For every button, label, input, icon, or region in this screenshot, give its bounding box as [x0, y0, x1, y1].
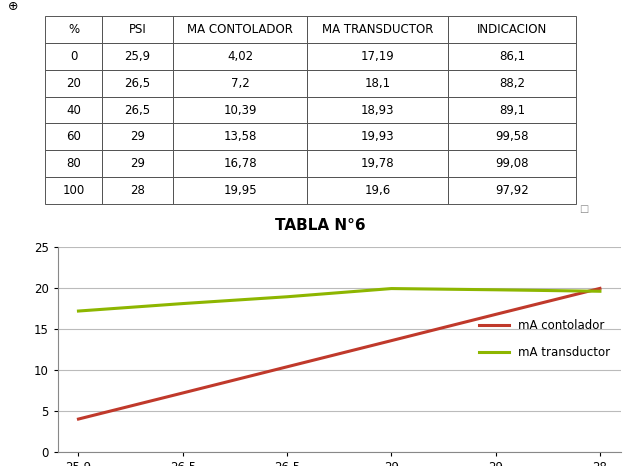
Bar [102, 70, 173, 97]
Text: 86,1: 86,1 [499, 50, 525, 63]
Text: 18,1: 18,1 [365, 77, 390, 90]
Bar [102, 43, 173, 70]
Bar [45, 70, 102, 97]
Text: 19,95: 19,95 [223, 184, 257, 197]
Bar [45, 16, 102, 43]
Bar [307, 70, 448, 97]
Text: PSI: PSI [129, 23, 147, 36]
Bar [45, 43, 102, 70]
Text: 40: 40 [66, 103, 81, 116]
Bar [102, 97, 173, 123]
Bar [173, 97, 307, 123]
Text: 60: 60 [66, 130, 81, 144]
Text: □: □ [579, 204, 588, 214]
Bar [448, 97, 576, 123]
Text: TABLA N°6: TABLA N°6 [275, 218, 365, 233]
Text: ⊕: ⊕ [8, 0, 18, 14]
Bar [448, 150, 576, 177]
Bar [307, 150, 448, 177]
Text: MA TRANSDUCTOR: MA TRANSDUCTOR [322, 23, 433, 36]
Bar [102, 16, 173, 43]
Text: 19,93: 19,93 [361, 130, 394, 144]
Bar [307, 16, 448, 43]
Text: 89,1: 89,1 [499, 103, 525, 116]
Text: 99,08: 99,08 [495, 157, 529, 170]
Text: 7,2: 7,2 [230, 77, 250, 90]
Bar [102, 150, 173, 177]
Bar [102, 177, 173, 204]
Text: 13,58: 13,58 [223, 130, 257, 144]
Bar [307, 123, 448, 150]
Bar [45, 97, 102, 123]
Text: 18,93: 18,93 [361, 103, 394, 116]
Text: 10,39: 10,39 [223, 103, 257, 116]
Bar [448, 43, 576, 70]
Bar [173, 150, 307, 177]
Text: 4,02: 4,02 [227, 50, 253, 63]
Text: MA CONTOLADOR: MA CONTOLADOR [187, 23, 293, 36]
Text: 28: 28 [130, 184, 145, 197]
Legend: mA contolador, mA transductor: mA contolador, mA transductor [474, 315, 615, 364]
Bar [307, 177, 448, 204]
Text: 100: 100 [63, 184, 84, 197]
Text: INDICACION: INDICACION [477, 23, 547, 36]
Text: 26,5: 26,5 [125, 77, 150, 90]
Text: 80: 80 [66, 157, 81, 170]
Text: 19,6: 19,6 [364, 184, 391, 197]
Text: 17,19: 17,19 [361, 50, 394, 63]
Bar [173, 16, 307, 43]
Bar [173, 43, 307, 70]
Bar [448, 123, 576, 150]
Bar [307, 43, 448, 70]
Text: 19,78: 19,78 [361, 157, 394, 170]
Text: 99,58: 99,58 [495, 130, 529, 144]
Text: 26,5: 26,5 [125, 103, 150, 116]
Bar [45, 177, 102, 204]
Bar [448, 177, 576, 204]
Text: 0: 0 [70, 50, 77, 63]
Bar [448, 70, 576, 97]
Bar [307, 97, 448, 123]
Bar [45, 123, 102, 150]
Bar [173, 123, 307, 150]
Text: 16,78: 16,78 [223, 157, 257, 170]
Text: 88,2: 88,2 [499, 77, 525, 90]
Bar [173, 70, 307, 97]
Text: %: % [68, 23, 79, 36]
Text: 29: 29 [130, 157, 145, 170]
Text: 97,92: 97,92 [495, 184, 529, 197]
Bar [45, 150, 102, 177]
Bar [173, 177, 307, 204]
Text: 29: 29 [130, 130, 145, 144]
Text: 20: 20 [66, 77, 81, 90]
Text: 25,9: 25,9 [125, 50, 150, 63]
Bar [448, 16, 576, 43]
Bar [102, 123, 173, 150]
